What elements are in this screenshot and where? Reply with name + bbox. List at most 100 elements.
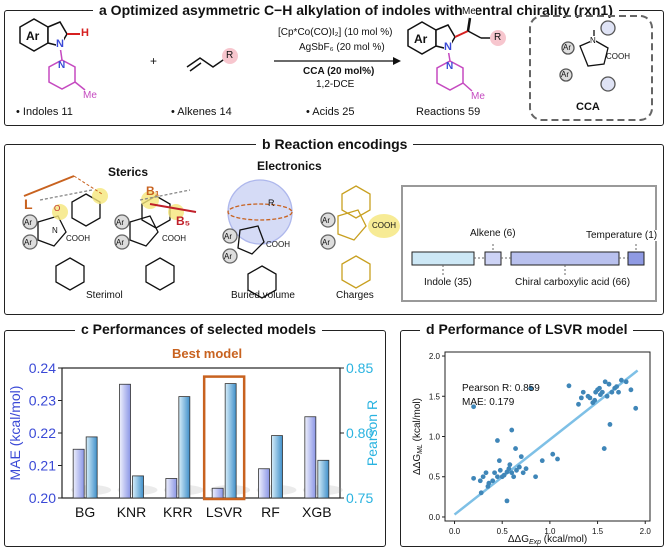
sterimol-b5-label: B₅: [176, 214, 191, 228]
encoding-indole: Indole (35): [424, 277, 472, 288]
x-tick-label: KRR: [163, 504, 193, 520]
bar-mae: [72, 448, 85, 499]
x-tick-label: BG: [75, 504, 95, 520]
method-buried-volume: Buried volume: [231, 290, 295, 301]
bar-mae: [258, 468, 270, 499]
scatter-point: [578, 395, 584, 401]
scatter-point: [533, 474, 538, 480]
cca-ar2-label: Ar: [561, 70, 569, 79]
x-tick-label: 0.5: [497, 527, 509, 536]
plot-frame: [444, 351, 651, 522]
encoding-box: [401, 185, 657, 302]
method-sterimol: Sterimol: [86, 290, 123, 301]
reactions-count: Reactions 59: [416, 106, 481, 118]
encoding-alkene: Alkene (6): [470, 228, 516, 239]
acids-count: • Acids 25: [306, 106, 355, 118]
y-tick-label: 0.23: [29, 393, 56, 409]
mol3-ar2-label: Ar: [224, 252, 232, 261]
scatter-point: [477, 478, 483, 484]
scatter-point: [514, 467, 519, 473]
scatter-point: [492, 470, 497, 476]
product-n-label: N: [444, 41, 452, 53]
x-tick-label: 0.0: [449, 527, 461, 536]
scatter-point: [523, 466, 529, 472]
encoding-acid: Chiral carboxylic acid (66): [515, 277, 631, 288]
best-model-label: Best model: [172, 346, 243, 361]
scatter-point: [587, 395, 593, 401]
scatter-point: [633, 405, 639, 411]
mol1-ar1-label: Ar: [24, 218, 32, 227]
scatter-point: [609, 389, 615, 395]
acid-condition-label: CCA (20 mol%): [303, 66, 375, 77]
mol2-ar1-label: Ar: [116, 218, 124, 227]
y-right-tick-label: 0.85: [346, 360, 373, 376]
scatter-point: [501, 472, 507, 478]
scatter-point: [509, 427, 515, 433]
x-tick-label: 2.0: [640, 527, 652, 536]
encoding-temperature: Temperature (1): [586, 230, 658, 241]
cca-label: CCA: [576, 101, 600, 113]
scatter-point: [496, 458, 502, 464]
scatter-point: [490, 478, 496, 484]
scatter-point: [528, 385, 534, 391]
scatter-point: [555, 456, 560, 462]
scatter-point: [604, 393, 610, 399]
alkene-structure: [186, 48, 238, 72]
plus-sign: +: [150, 54, 158, 68]
scatter-point: [513, 446, 518, 451]
scatter-point: [516, 464, 522, 470]
cca-cooh-label: COOH: [606, 52, 630, 61]
scatter-point: [507, 462, 513, 468]
cca-ar1-label: Ar: [563, 43, 571, 52]
product-me2-label: Me: [471, 91, 485, 102]
scatter-point: [509, 470, 515, 476]
scatter-point: [504, 498, 510, 504]
y-tick-label: 1.5: [429, 392, 441, 401]
sterics-label: Sterics: [108, 165, 149, 179]
y-axis-label: MAE (kcal/mol): [7, 386, 23, 481]
product-me-label: Me: [462, 6, 476, 17]
scatter-point: [602, 379, 608, 385]
electronics-label: Electronics: [257, 159, 322, 173]
mol3-cooh-label: COOH: [266, 240, 290, 249]
alkene-r-label: R: [226, 50, 234, 61]
catalyst-label: [Cp*Co(CO)I₂] (10 mol %): [278, 27, 393, 38]
scatter-point: [495, 438, 500, 443]
mol2-cooh-label: COOH: [162, 234, 186, 243]
scatter-point: [539, 458, 545, 464]
indole-n-label: N: [56, 38, 64, 50]
x-tick-label: RF: [261, 504, 280, 520]
mol3-ar1-label: Ar: [224, 232, 232, 241]
mol1-n-label: N: [52, 226, 58, 235]
bar-pearson: [132, 475, 144, 499]
scatter-point: [606, 381, 612, 387]
bar-pearson: [271, 435, 283, 499]
product-pyridine-n: N: [446, 61, 454, 72]
sterimol-l-label: L: [24, 196, 33, 212]
x-tick-label: 1.0: [544, 527, 556, 536]
mol1-ar2-label: Ar: [24, 238, 32, 247]
scatter-point: [497, 467, 503, 473]
scatter-point: [471, 404, 477, 410]
scatter-point: [597, 385, 602, 391]
scatter-point: [616, 389, 621, 395]
alkenes-count: • Alkenes 14: [171, 106, 232, 118]
y-tick-label: 0.22: [29, 425, 56, 441]
mae-annotation: MAE: 0.179: [462, 397, 515, 408]
y-tick-label: 0.5: [429, 473, 441, 482]
scatter-point: [592, 397, 598, 403]
y-tick-label: 2.0: [429, 352, 441, 361]
scatter-point: [506, 466, 512, 472]
x-tick-label: 1.5: [592, 527, 604, 536]
x-tick-label: XGB: [302, 504, 332, 520]
y-tick-label: 1.0: [429, 433, 441, 442]
scatter-point: [483, 470, 489, 476]
pearson-annotation: Pearson R: 0.859: [462, 383, 540, 394]
scatter-point: [601, 446, 607, 451]
product-ar-label: Ar: [414, 32, 428, 46]
method-charges: Charges: [336, 290, 374, 301]
panel-d-title: d Performance of LSVR model: [420, 321, 634, 337]
indole-ar-label: Ar: [26, 29, 40, 43]
